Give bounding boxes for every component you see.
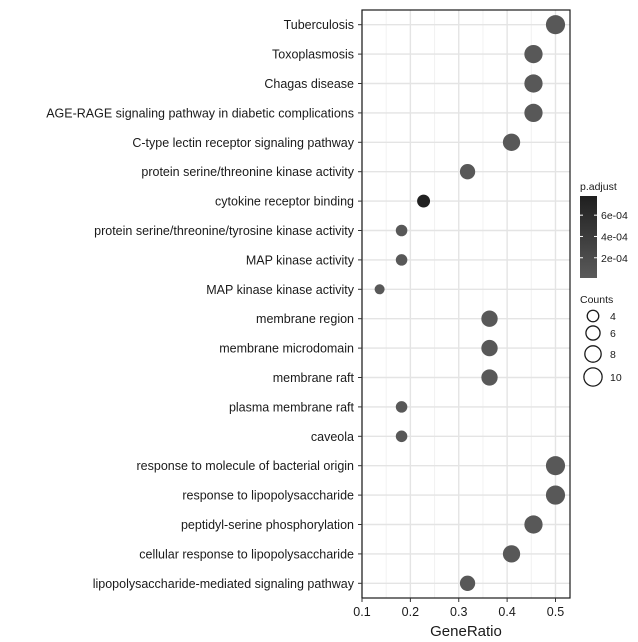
data-point [545,485,566,505]
data-point [395,224,408,237]
panel-border [361,9,571,599]
data-point [481,369,498,386]
y-tick-label: membrane raft [273,371,355,385]
legend-title-counts: Counts [580,294,613,306]
legend-title-p-adjust: p.adjust [580,181,617,193]
y-tick-label: peptidyl-serine phosphorylation [181,518,354,532]
data-point [524,74,543,93]
x-tick-label: 0.3 [450,605,467,619]
x-tick-label: 0.1 [353,605,370,619]
y-tick-label: caveola [311,430,354,444]
data-point [502,133,521,151]
data-point [459,164,476,180]
x-tick-label: 0.2 [402,605,419,619]
y-tick-label: AGE-RAGE signaling pathway in diabetic c… [46,106,354,120]
data-point [459,575,476,591]
legend-colorbar-label: 2e-04 [601,253,628,265]
y-tick-label: membrane microdomain [219,342,354,356]
y-tick-label: response to molecule of bacterial origin [137,459,355,473]
legend-size-label: 8 [610,349,616,361]
data-point [395,430,408,443]
y-tick-label: Toxoplasmosis [272,48,354,62]
y-tick-label: lipopolysaccharide-mediated signaling pa… [93,577,355,591]
y-tick-label: MAP kinase activity [246,253,355,267]
data-point [545,456,566,476]
x-tick-label: 0.4 [498,605,515,619]
y-tick-label: cytokine receptor binding [215,195,354,209]
y-tick-label: membrane region [256,312,354,326]
data-point [481,339,498,357]
data-point [395,254,408,266]
legend-size-key [586,309,600,323]
data-point [395,401,408,413]
legend-colorbar-label: 4e-04 [601,231,628,243]
x-axis: 0.1 0.2 0.3 0.4 0.5 [353,598,564,619]
y-tick-label: MAP kinase kinase activity [206,283,354,297]
legend-counts: Counts 4 6 8 10 [580,294,622,387]
x-axis-label: GeneRatio [430,623,502,640]
legend-size-label: 6 [610,328,616,340]
y-tick-label: plasma membrane raft [229,400,355,414]
x-tick-label: 0.5 [547,605,564,619]
legend-colorbar-label: 6e-04 [601,210,628,222]
y-tick-label: protein serine/threonine kinase activity [141,165,354,179]
y-tick-label: response to lipopolysaccharide [182,489,354,503]
legend-size-label: 10 [610,372,622,384]
data-point [374,284,385,295]
data-point [524,103,543,123]
legend-size-key [583,367,603,387]
data-point [502,545,521,563]
y-tick-labels: Tuberculosis Toxoplasmosis Chagas disease A… [46,18,362,591]
legend-size-key [585,325,601,341]
y-tick-label: Chagas disease [264,77,354,91]
data-point [524,515,543,534]
y-tick-label: C-type lectin receptor signaling pathway [132,136,354,150]
data-point [545,15,566,35]
data-point [524,44,543,64]
legend-colorbar [580,196,597,278]
panel-background [362,10,570,598]
legend-size-key [584,345,602,363]
legend-size-label: 4 [610,311,616,323]
y-tick-label: Tuberculosis [284,18,354,32]
data-point [417,194,431,208]
y-tick-label: cellular response to lipopolysaccharide [139,547,354,561]
plot-panel [361,9,571,599]
data-point [481,310,498,327]
legend-p-adjust: p.adjust 6e-04 4e-04 2e-04 [580,181,628,278]
y-tick-label: protein serine/threonine/tyrosine kinase… [94,224,355,238]
